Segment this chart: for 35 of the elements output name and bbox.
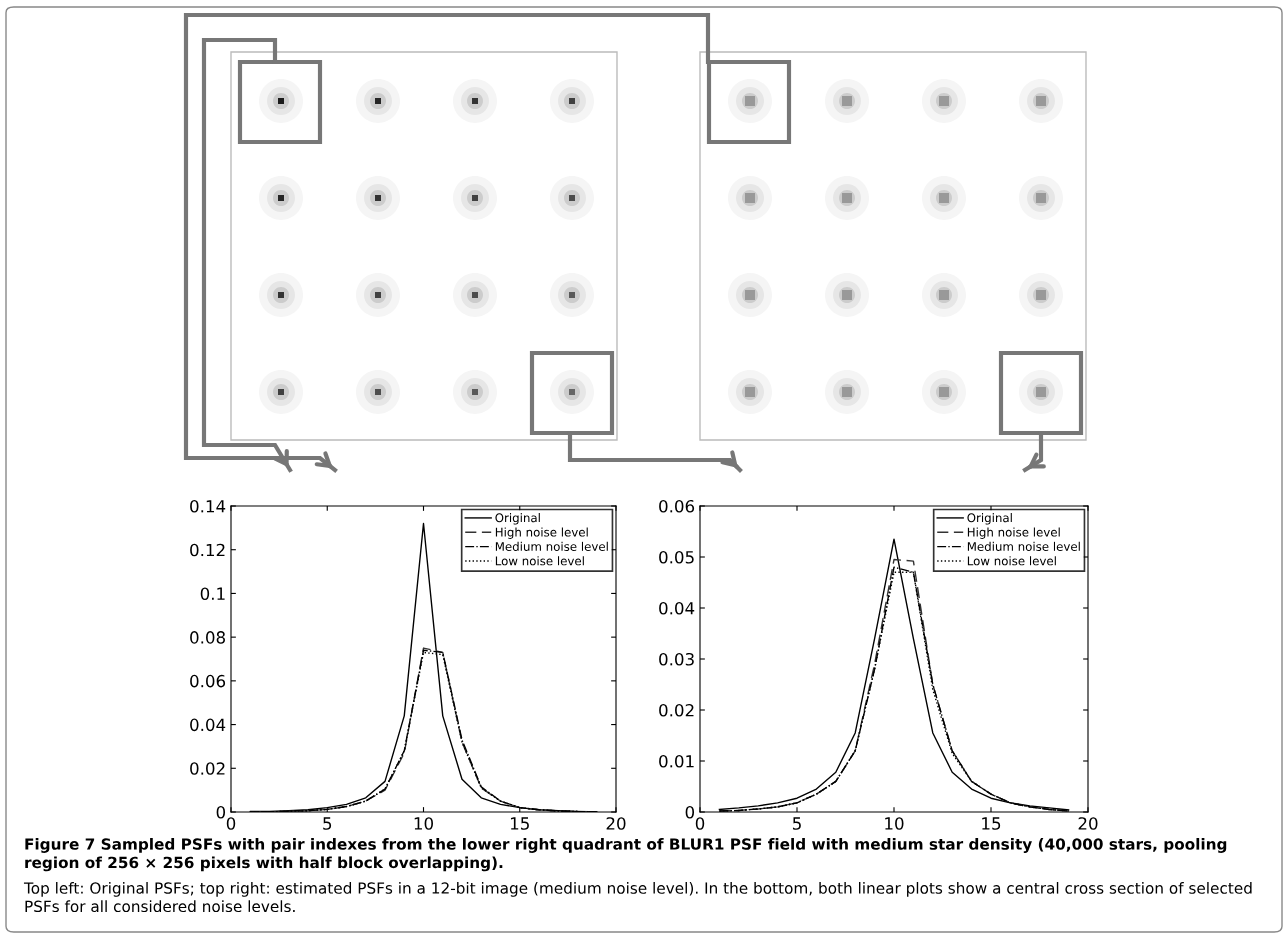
legend-label: High noise level [967,527,1060,539]
x-tick-label: 5 [792,817,801,830]
y-tick-label: 0 [216,805,226,819]
x-tick-label: 20 [606,817,626,830]
y-tick-label: 0.06 [190,674,226,688]
x-tick-label: 15 [982,817,1001,830]
y-tick-label: 0.02 [659,703,694,717]
x-tick-label: 5 [323,817,332,830]
y-tick-label: 0.14 [190,499,226,513]
y-tick-label: 0.08 [190,631,225,644]
x-tick-label: 15 [510,817,529,830]
y-tick-label: 0 [685,805,695,819]
legend-label: Low noise level [495,556,584,566]
legend-label: Low noise level [967,556,1056,566]
y-tick-label: 0.04 [190,718,226,732]
x-tick-label: 10 [414,817,433,830]
legend-label: High noise level [495,527,588,539]
y-tick-label: 0.12 [190,543,225,557]
x-tick-label: 20 [1078,817,1098,830]
legend-label: Original [967,513,1012,525]
y-tick-label: 0.02 [190,762,225,775]
text: Top left: Original PSFs; top right: estimated PSFs in a 12-bit image (medium noise level). In the bottom, both linear plots show a central cross section of selected PSFs for all considered noise levels. [23,882,1252,913]
y-tick-label: 0.01 [659,754,694,768]
legend-label: Medium noise level [967,541,1080,551]
x-tick-label: 0 [226,817,236,830]
y-tick-label: 0.1 [200,587,225,600]
y-tick-label: 0.04 [659,601,695,615]
x-tick-label: 10 [885,817,904,830]
x-tick-label: 0 [695,817,705,830]
legend-label: Original [495,513,540,525]
caption: Figure 7 Sampled PSFs with pair indexes from the lower right quadrant of BLUR1 PSF field with medium star density (40,000 stars, pooling region of 256 × 256 pixels with half block overlapping). [25,838,1227,872]
y-tick-label: 0.06 [659,499,695,513]
legend-label: Medium noise level [495,541,608,551]
y-tick-label: 0.05 [659,550,694,564]
y-tick-label: 0.03 [659,652,694,666]
